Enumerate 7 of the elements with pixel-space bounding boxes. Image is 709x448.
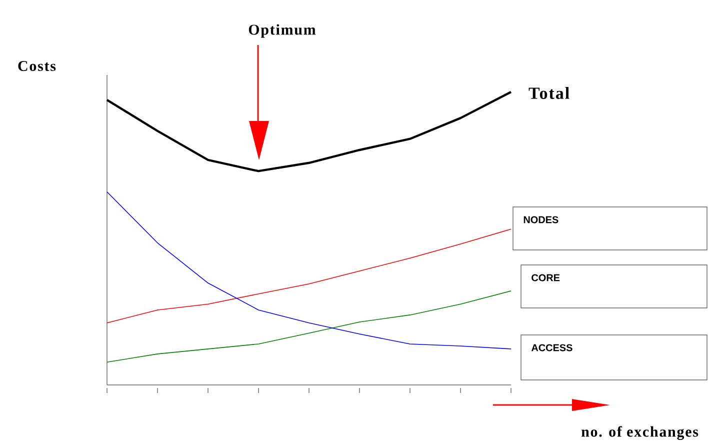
series-label: NODES [524,216,558,224]
text: no. of exchanges [581,426,698,440]
text: Optimum [248,24,316,38]
text: CORE [532,274,560,282]
text: ACCESS [531,344,572,352]
y-axis-title: Costs [18,60,56,72]
series-label: Total [528,87,570,99]
